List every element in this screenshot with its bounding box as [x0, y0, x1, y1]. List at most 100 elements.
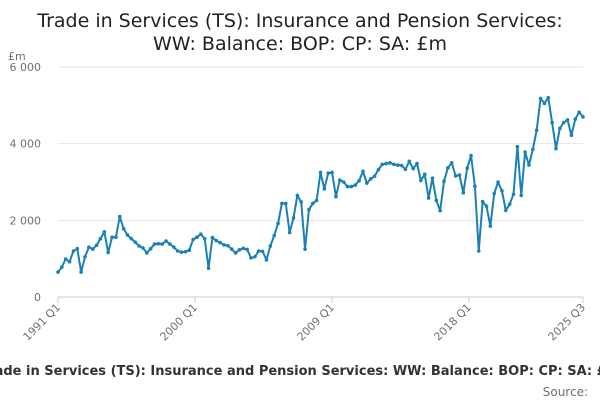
data-point [214, 238, 219, 243]
data-point [129, 236, 134, 241]
data-point [349, 184, 354, 189]
data-point [415, 161, 419, 166]
data-point [310, 201, 315, 206]
data-point [253, 254, 257, 259]
data-point [56, 270, 60, 274]
data-point [384, 161, 388, 166]
data-point [507, 202, 512, 207]
data-point [407, 159, 412, 164]
data-point [168, 242, 172, 246]
data-point [98, 236, 103, 241]
data-point [523, 150, 527, 154]
chart-title-line-1: Trade in Services (TS): Insurance and Pe… [36, 10, 562, 32]
y-tick-label: 4 000 [10, 138, 42, 151]
data-point [403, 167, 408, 172]
data-point [531, 147, 535, 152]
data-point [534, 128, 539, 133]
data-point [283, 201, 288, 206]
data-point [330, 170, 334, 175]
data-point [380, 162, 385, 167]
data-point [318, 170, 323, 175]
data-point [63, 257, 68, 261]
data-point [191, 237, 195, 242]
data-point [434, 198, 439, 203]
data-point [156, 241, 161, 246]
data-point [87, 245, 91, 249]
data-point [365, 181, 369, 185]
data-point [484, 204, 489, 208]
series-points [56, 95, 585, 274]
data-point [345, 184, 350, 189]
data-point [542, 101, 547, 106]
data-point [106, 250, 110, 255]
data-point [492, 191, 497, 196]
data-point [79, 270, 83, 274]
data-point [237, 248, 242, 252]
data-point [372, 174, 377, 179]
legend-text: Trade in Services (TS): Insurance and Pe… [0, 364, 600, 379]
data-point [411, 166, 415, 171]
data-point [175, 249, 180, 253]
data-point [554, 146, 558, 151]
data-point [144, 251, 149, 255]
data-point [260, 249, 265, 254]
data-point [573, 117, 578, 121]
data-point [199, 232, 203, 236]
data-point [426, 196, 431, 200]
data-point [256, 249, 261, 253]
y-tick-label: 2 000 [10, 214, 42, 227]
data-point [457, 173, 462, 177]
x-tick-label: 1991 Q1 [21, 301, 64, 344]
data-point [249, 256, 253, 260]
data-point [75, 246, 80, 251]
data-point [114, 235, 118, 239]
data-point [218, 240, 222, 245]
data-point [241, 246, 246, 251]
data-point [338, 178, 342, 182]
data-point [233, 251, 238, 255]
data-point [137, 244, 141, 248]
data-point [480, 199, 485, 204]
data-point [353, 183, 358, 187]
data-point [287, 230, 292, 235]
data-point [245, 247, 249, 252]
data-point [357, 179, 361, 183]
data-point [187, 248, 192, 253]
data-point [446, 166, 450, 170]
data-point [71, 249, 76, 253]
data-point [94, 243, 99, 248]
data-point [322, 187, 327, 191]
data-point [503, 208, 508, 213]
y-axis-unit-label: £m [8, 50, 26, 63]
data-point [527, 163, 531, 167]
data-point [453, 174, 458, 178]
data-point [442, 179, 446, 184]
data-point [102, 230, 107, 234]
data-point [341, 180, 346, 184]
data-point [569, 133, 574, 138]
data-point [291, 216, 296, 220]
data-point [577, 110, 581, 115]
x-tick-label: 2000 Q1 [158, 301, 201, 344]
data-point [276, 221, 280, 226]
data-point [272, 233, 276, 238]
data-point [546, 95, 551, 100]
source-label: Source: [543, 385, 588, 399]
y-tick-label: 0 [34, 291, 41, 304]
data-point [148, 246, 153, 251]
data-point [488, 224, 493, 228]
data-point [334, 194, 338, 199]
data-point [449, 161, 454, 165]
data-point [565, 118, 570, 122]
data-point [222, 243, 226, 247]
data-point [229, 247, 234, 251]
data-point [511, 192, 516, 197]
data-point [125, 233, 130, 237]
data-point [422, 172, 427, 177]
data-point [179, 250, 184, 254]
data-point [561, 120, 566, 125]
data-point [461, 190, 466, 195]
data-point [496, 180, 500, 184]
data-point [67, 259, 72, 264]
data-point [83, 254, 87, 259]
